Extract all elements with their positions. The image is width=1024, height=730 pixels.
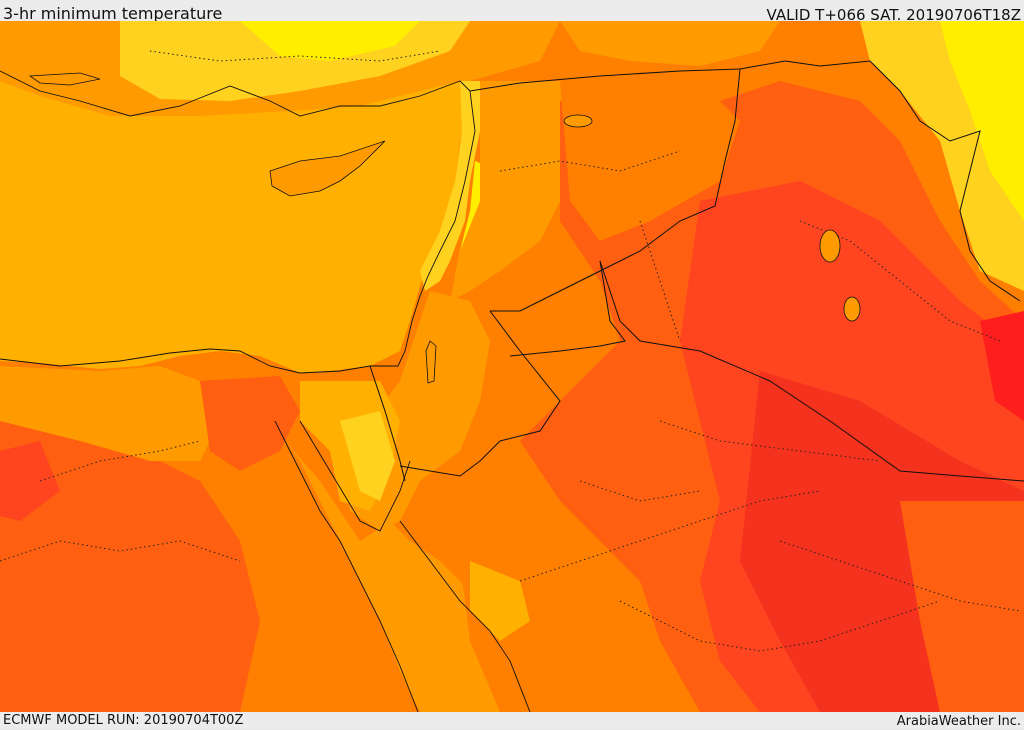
- arabia-light-patch: [470, 561, 530, 641]
- model-run-label: ECMWF MODEL RUN: 20190704T00Z: [3, 713, 244, 728]
- egypt-northwest-zone: [0, 366, 220, 461]
- aegean-patch: [0, 81, 60, 151]
- border-turkey-syria: [469, 60, 786, 92]
- admin-boundary-line: [499, 150, 681, 172]
- negev-pale-zone: [340, 411, 395, 501]
- lake-tharthar: [819, 229, 841, 263]
- coastline-arabia: [399, 520, 531, 712]
- cyprus-island: [269, 140, 386, 197]
- admin-boundary-line: [579, 480, 701, 502]
- coastline-north: [0, 70, 471, 117]
- coastline-egypt: [0, 348, 398, 374]
- northeast-yellow-region: [940, 21, 1024, 221]
- admin-boundary-line: [39, 440, 201, 482]
- jordan-saudi-orange-zone: [460, 471, 620, 712]
- border-syria-iraq: [490, 68, 741, 312]
- admin-boundary-line: [799, 220, 1001, 342]
- temperature-map: [0, 21, 1024, 712]
- map-title: 3-hr minimum temperature: [3, 4, 223, 21]
- syria-west-zone: [450, 81, 580, 301]
- admin-boundary-line: [659, 420, 881, 462]
- western-desert-patch: [0, 441, 60, 521]
- dead-sea: [425, 340, 437, 384]
- lake-assad: [563, 114, 593, 128]
- header-bar: 3-hr minimum temperature VALID T+066 SAT…: [0, 0, 1024, 21]
- border-egypt-israel: [369, 365, 406, 482]
- border-jordan-saudi: [399, 310, 561, 477]
- admin-boundary-line: [639, 220, 681, 342]
- credit-label: ArabiaWeather Inc.: [896, 714, 1021, 729]
- admin-boundary-line: [519, 490, 821, 582]
- map-area: [0, 21, 1024, 712]
- coastline-suez: [274, 420, 419, 712]
- turkey-yellow-patch-2: [560, 21, 780, 66]
- mediterranean-sea: [0, 81, 470, 373]
- lake-razazah: [843, 296, 861, 322]
- coastline-levant: [397, 90, 476, 367]
- nile-delta-zone: [200, 376, 300, 471]
- crete-island: [28, 72, 101, 86]
- levant-coast-strip: [420, 81, 490, 291]
- coastline-sinai: [299, 420, 411, 532]
- southeast-orange-zone: [900, 501, 1024, 712]
- egypt-south-zone: [0, 421, 260, 712]
- admin-boundaries: [0, 50, 1021, 652]
- turkey-yellow-patch-1: [240, 21, 420, 61]
- border-iraq-iran: [784, 60, 1021, 302]
- valid-time-label: VALID T+066 SAT. 20190706T18Z: [766, 6, 1021, 21]
- admin-boundary-line: [779, 540, 1021, 612]
- jordan-east-border: [509, 260, 626, 357]
- border-saudi-iraq: [599, 260, 1024, 482]
- footer-bar: ECMWF MODEL RUN: 20190704T00Z ArabiaWeat…: [0, 712, 1024, 729]
- gulf-hot-spot: [980, 311, 1024, 421]
